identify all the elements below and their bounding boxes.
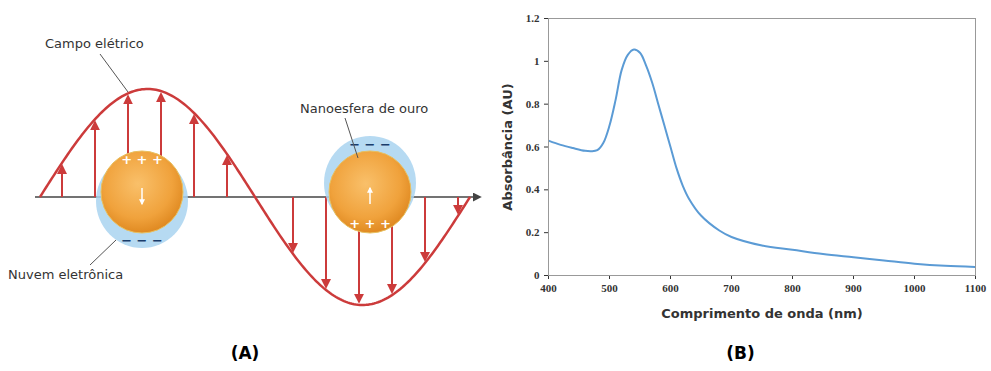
html-text:(B): (B) [726, 343, 755, 363]
svg-text:0: 0 [534, 269, 540, 281]
svg-text:600: 600 [662, 282, 679, 294]
svg-text:900: 900 [845, 282, 862, 294]
svg-text:0.2: 0.2 [526, 226, 540, 238]
svg-text:0.8: 0.8 [526, 98, 540, 110]
svg-text:1: 1 [534, 55, 540, 67]
svg-text:Nuvem eletrônica: Nuvem eletrônica [8, 267, 123, 282]
svg-text:+ + +: + + + [121, 152, 163, 167]
svg-text:500: 500 [601, 282, 618, 294]
svg-text:− − −: − − − [121, 233, 163, 248]
html-text:(A): (A) [230, 343, 260, 363]
svg-text:Comprimento de onda (nm): Comprimento de onda (nm) [661, 306, 863, 321]
svg-text:Nanoesfera de ouro: Nanoesfera de ouro [300, 101, 428, 116]
svg-text:1100: 1100 [965, 282, 987, 294]
svg-text:1.2: 1.2 [526, 12, 540, 24]
svg-text:1000: 1000 [904, 282, 927, 294]
svg-text:Absorbância (AU): Absorbância (AU) [500, 83, 515, 210]
svg-text:0.6: 0.6 [526, 141, 540, 153]
svg-text:800: 800 [784, 282, 801, 294]
svg-text:Campo elétrico: Campo elétrico [45, 36, 144, 51]
svg-text:+ + +: + + + [349, 216, 391, 231]
svg-text:700: 700 [723, 282, 740, 294]
svg-text:0.4: 0.4 [526, 183, 540, 195]
svg-text:400: 400 [540, 282, 557, 294]
